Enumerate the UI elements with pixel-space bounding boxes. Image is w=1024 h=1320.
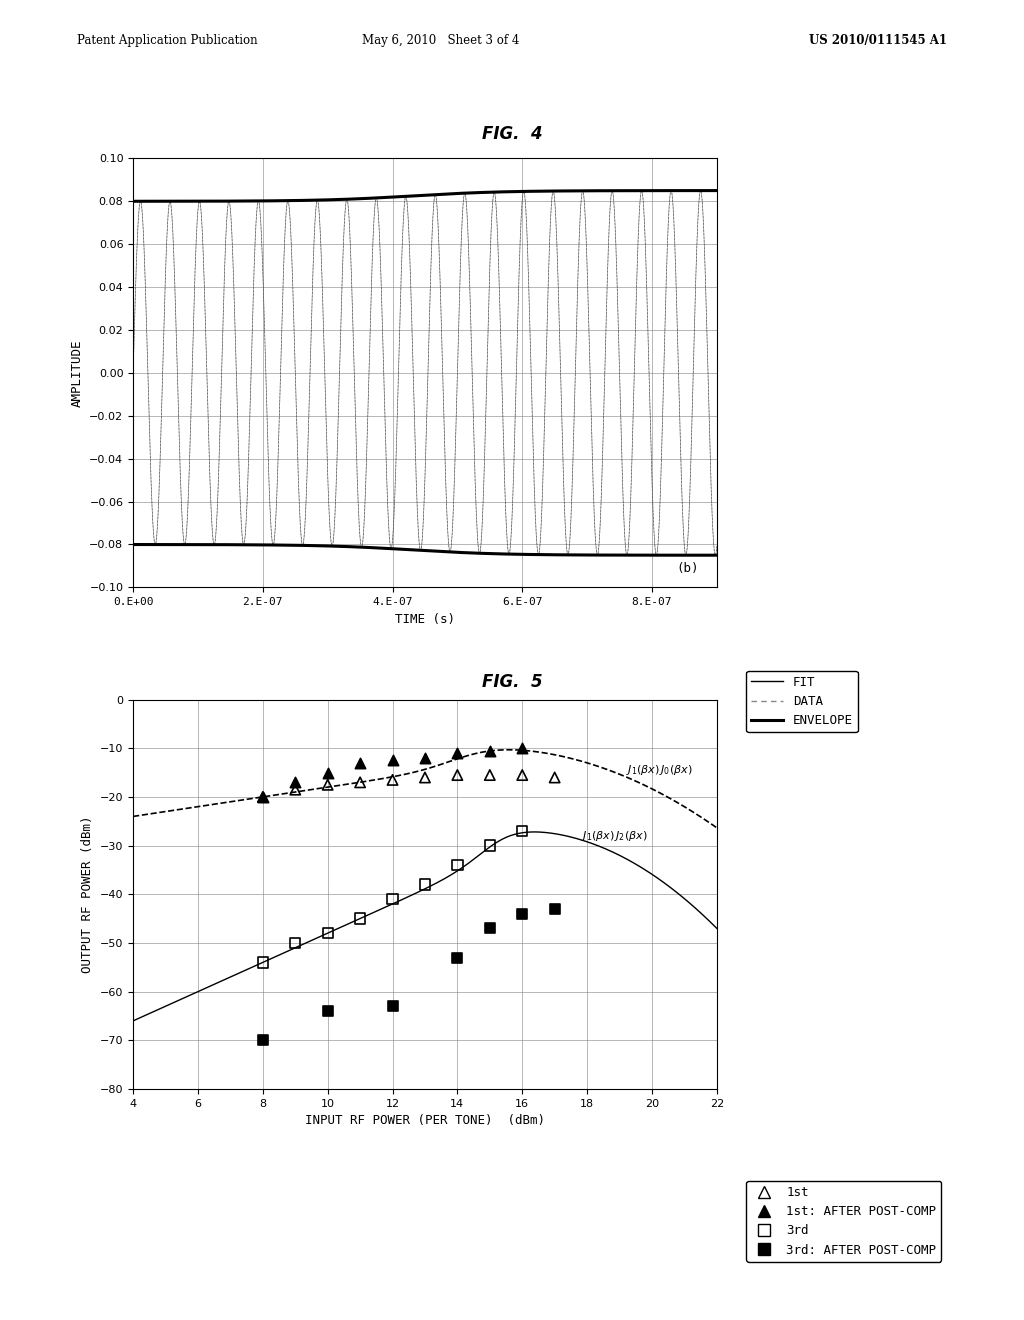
- Point: [450, 946, 466, 968]
- X-axis label: INPUT RF POWER (PER TONE)  (dBm): INPUT RF POWER (PER TONE) (dBm): [305, 1114, 545, 1127]
- Point: [352, 772, 369, 793]
- Point: [417, 874, 433, 895]
- Point: [255, 787, 271, 808]
- Legend: FIT, DATA, ENVELOPE: FIT, DATA, ENVELOPE: [746, 671, 858, 733]
- Point: [319, 762, 336, 783]
- Point: [384, 750, 400, 771]
- Text: (b): (b): [677, 561, 699, 574]
- Point: [450, 743, 466, 764]
- Point: [481, 741, 498, 762]
- Text: FIG.  4: FIG. 4: [481, 125, 543, 144]
- Point: [384, 770, 400, 791]
- Point: [514, 764, 530, 785]
- Y-axis label: AMPLITUDE: AMPLITUDE: [71, 339, 84, 407]
- Point: [287, 779, 303, 800]
- Y-axis label: OUTPUT RF POWER (dBm): OUTPUT RF POWER (dBm): [81, 816, 94, 973]
- Point: [384, 888, 400, 909]
- Point: [547, 767, 563, 788]
- Point: [319, 923, 336, 944]
- Point: [547, 899, 563, 920]
- Point: [255, 952, 271, 973]
- Point: [319, 1001, 336, 1022]
- X-axis label: TIME (s): TIME (s): [395, 612, 455, 626]
- Text: FIG.  5: FIG. 5: [481, 673, 543, 692]
- Point: [450, 854, 466, 875]
- Point: [384, 995, 400, 1016]
- Point: [417, 767, 433, 788]
- Legend: 1st, 1st: AFTER POST-COMP, 3rd, 3rd: AFTER POST-COMP: 1st, 1st: AFTER POST-COMP, 3rd, 3rd: AFT…: [746, 1181, 941, 1262]
- Point: [255, 1030, 271, 1051]
- Point: [481, 836, 498, 857]
- Point: [417, 747, 433, 768]
- Point: [287, 932, 303, 953]
- Point: [514, 903, 530, 924]
- Point: [287, 772, 303, 793]
- Point: [481, 917, 498, 939]
- Text: Patent Application Publication: Patent Application Publication: [77, 34, 257, 48]
- Point: [450, 764, 466, 785]
- Point: [352, 908, 369, 929]
- Point: [514, 738, 530, 759]
- Text: $J_1(\beta x)\,J_2(\beta x)$: $J_1(\beta x)\,J_2(\beta x)$: [581, 829, 647, 843]
- Text: $J_1(\beta x)\,J_0(\beta x)$: $J_1(\beta x)\,J_0(\beta x)$: [626, 763, 692, 777]
- Point: [255, 787, 271, 808]
- Text: May 6, 2010   Sheet 3 of 4: May 6, 2010 Sheet 3 of 4: [361, 34, 519, 48]
- Point: [481, 764, 498, 785]
- Point: [319, 775, 336, 796]
- Text: US 2010/0111545 A1: US 2010/0111545 A1: [809, 34, 947, 48]
- Point: [514, 821, 530, 842]
- Point: [352, 752, 369, 774]
